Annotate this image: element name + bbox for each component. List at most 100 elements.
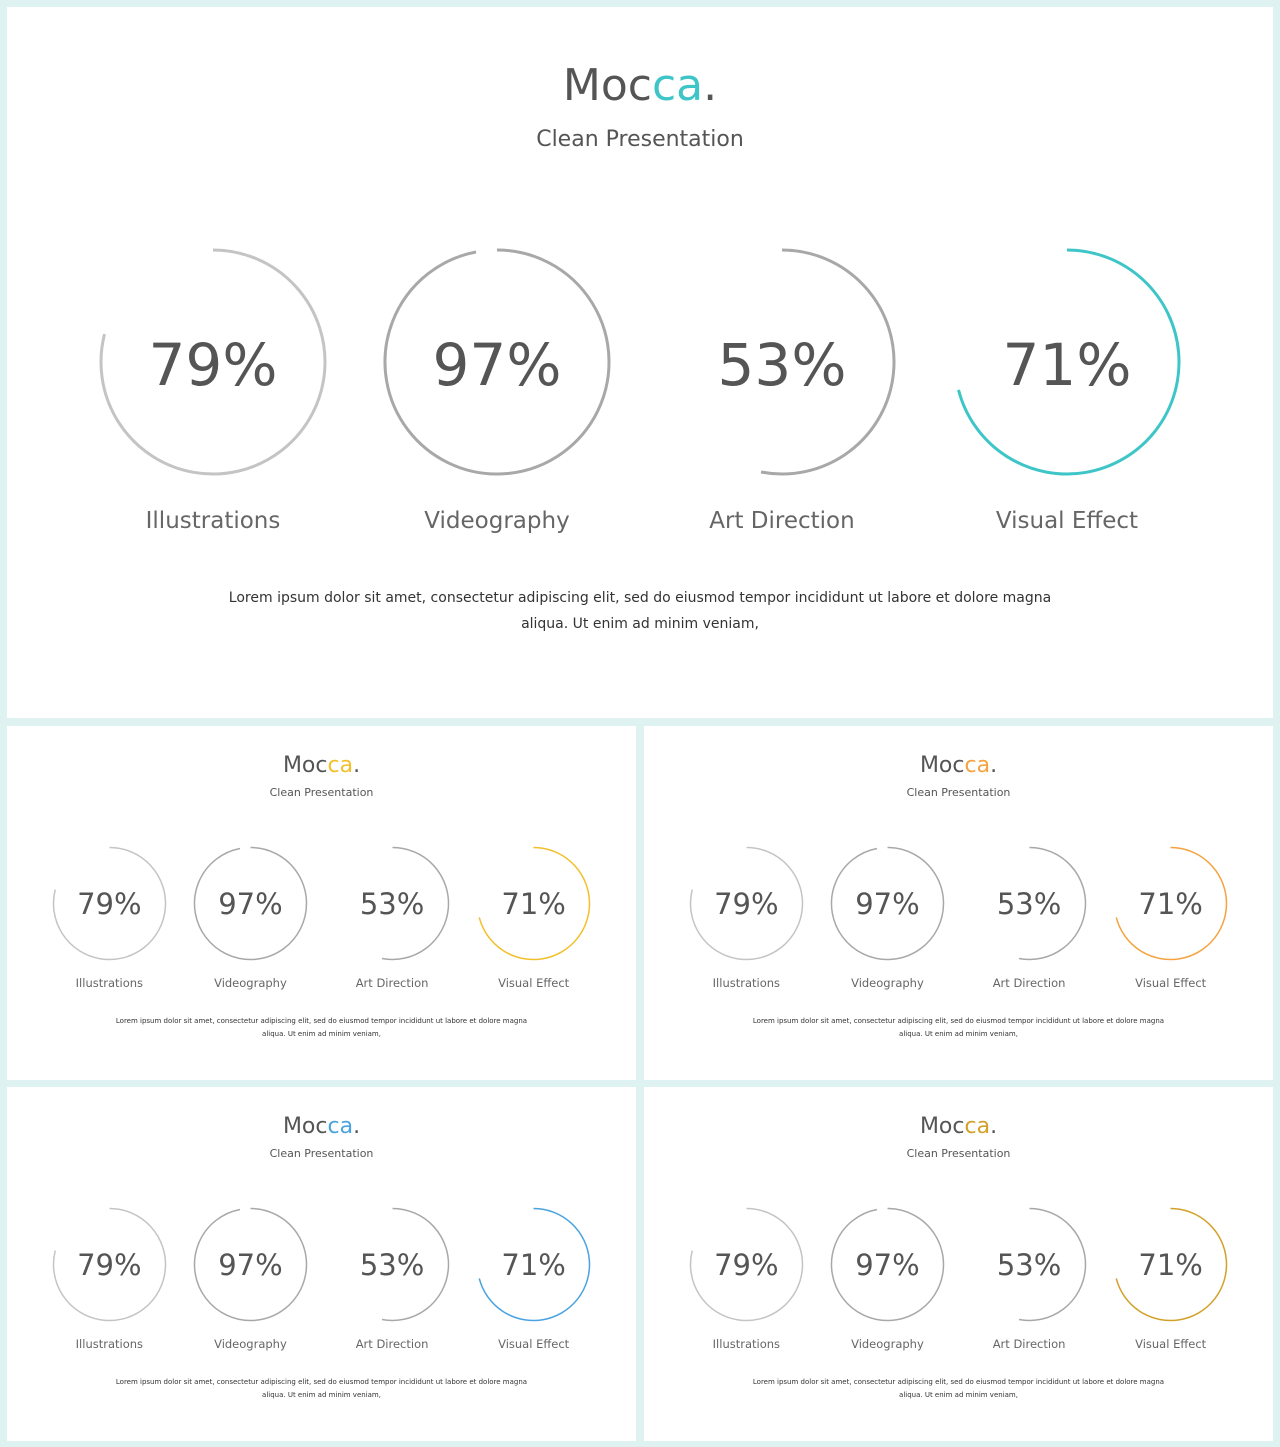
brand-prefix: Moc — [282, 752, 328, 778]
progress-label: Illustrations — [712, 1336, 781, 1351]
description-line: Lorem ipsum dolor sit amet, consectetur … — [115, 1017, 528, 1025]
brand-title: Mocca. — [7, 752, 636, 778]
progress-value: 53% — [996, 887, 1062, 922]
description-line: aliqua. Ut enim ad minim veniam, — [262, 1391, 381, 1399]
progress-value: 97% — [855, 1248, 920, 1283]
progress-ring — [381, 1207, 449, 1322]
progress-ring — [193, 1207, 308, 1322]
progress-value: 79% — [77, 887, 142, 922]
progress-arc — [52, 1207, 167, 1322]
slide-thumbnail-4: Mocca. Clean Presentation 79% Illustrations… — [644, 1087, 1273, 1441]
progress-label: Videography — [851, 975, 924, 990]
progress-ring — [99, 248, 327, 476]
brand-title: Mocca. — [644, 752, 1273, 778]
progress-value: 97% — [218, 887, 283, 922]
progress-label: Videography — [424, 508, 570, 534]
brand-title: Mocca. — [7, 1113, 636, 1139]
progress-arc — [381, 846, 449, 961]
progress-arc — [1018, 1207, 1086, 1322]
progress-label: Visual Effect — [1135, 975, 1207, 990]
brand-accent: ca — [651, 60, 704, 111]
description-line: Lorem ipsum dolor sit amet, consectetur … — [752, 1378, 1165, 1386]
progress-ring — [1018, 846, 1086, 961]
progress-value: 71% — [1138, 887, 1203, 922]
progress-value: 71% — [501, 887, 566, 922]
progress-value: 97% — [855, 887, 920, 922]
progress-value: 79% — [77, 1248, 142, 1283]
brand-prefix: Moc — [282, 1113, 328, 1139]
progress-value: 71% — [501, 1248, 566, 1283]
progress-label: Visual Effect — [498, 1336, 570, 1351]
progress-ring — [193, 846, 308, 961]
progress-value: 71% — [1138, 1248, 1203, 1283]
progress-label: Art Direction — [992, 975, 1066, 990]
progress-value: 79% — [148, 330, 278, 399]
progress-ring — [760, 248, 896, 476]
description-line: aliqua. Ut enim ad minim veniam, — [262, 1030, 381, 1038]
slide-subtitle: Clean Presentation — [269, 786, 374, 799]
progress-arc — [383, 248, 611, 476]
progress-label: Videography — [214, 975, 287, 990]
progress-ring — [381, 846, 449, 961]
progress-value: 97% — [432, 330, 562, 399]
progress-label: Videography — [851, 1336, 924, 1351]
progress-ring — [383, 248, 611, 476]
description-line: aliqua. Ut enim ad minim veniam, — [521, 616, 759, 632]
progress-arc — [760, 248, 896, 476]
progress-arc — [478, 846, 591, 961]
progress-arc — [689, 1207, 804, 1322]
progress-arc — [957, 248, 1181, 476]
brand-title: Mocca. — [7, 64, 1273, 108]
description-text: Lorem ipsum dolor sit amet, consectetur … — [644, 1015, 1273, 1041]
progress-value: 53% — [717, 330, 847, 399]
progress-ring — [1018, 1207, 1086, 1322]
description-line: Lorem ipsum dolor sit amet, consectetur … — [752, 1017, 1165, 1025]
progress-arc — [52, 846, 167, 961]
progress-label: Visual Effect — [995, 508, 1139, 534]
brand-prefix: Moc — [919, 1113, 965, 1139]
progress-value: 53% — [996, 1248, 1062, 1283]
progress-ring — [52, 1207, 167, 1322]
brand-suffix: . — [353, 752, 361, 778]
progress-value: 71% — [1002, 330, 1132, 399]
progress-label: Illustrations — [75, 975, 144, 990]
progress-value: 79% — [714, 887, 779, 922]
progress-label: Illustrations — [75, 1336, 144, 1351]
progress-label: Visual Effect — [498, 975, 570, 990]
description-text: Lorem ipsum dolor sit amet, consectetur … — [7, 585, 1273, 637]
brand-title: Mocca. — [644, 1113, 1273, 1139]
progress-label: Illustrations — [145, 508, 281, 534]
progress-value: 97% — [218, 1248, 283, 1283]
progress-label: Illustrations — [712, 975, 781, 990]
progress-value: 53% — [359, 887, 425, 922]
brand-accent: ca — [327, 752, 354, 778]
progress-arc — [830, 1207, 945, 1322]
brand-suffix: . — [990, 1113, 998, 1139]
brand-suffix: . — [990, 752, 998, 778]
progress-label: Videography — [214, 1336, 287, 1351]
progress-label: Art Direction — [992, 1336, 1066, 1351]
slide-thumbnail-1: Mocca. Clean Presentation 79% Illustrations… — [7, 726, 636, 1080]
slide-thumbnail-3: Mocca. Clean Presentation 79% Illustrations… — [7, 1087, 636, 1441]
progress-arc — [193, 846, 308, 961]
progress-arc — [478, 1207, 591, 1322]
description-line: aliqua. Ut enim ad minim veniam, — [899, 1391, 1018, 1399]
brand-accent: ca — [964, 752, 991, 778]
brand-accent: ca — [327, 1113, 354, 1139]
brand-prefix: Moc — [919, 752, 965, 778]
progress-ring — [830, 846, 945, 961]
progress-value: 53% — [359, 1248, 425, 1283]
progress-ring — [478, 1207, 591, 1322]
progress-ring — [1115, 846, 1228, 961]
progress-arc — [1018, 846, 1086, 961]
progress-arc — [1115, 846, 1228, 961]
progress-ring — [830, 1207, 945, 1322]
slide-subtitle: Clean Presentation — [906, 786, 1011, 799]
progress-value: 79% — [714, 1248, 779, 1283]
progress-arc — [99, 248, 327, 476]
slide-subtitle: Clean Presentation — [536, 127, 744, 152]
slide-subtitle: Clean Presentation — [906, 1147, 1011, 1160]
progress-label: Art Direction — [355, 975, 429, 990]
brand-prefix: Moc — [562, 60, 652, 111]
progress-arc — [1115, 1207, 1228, 1322]
